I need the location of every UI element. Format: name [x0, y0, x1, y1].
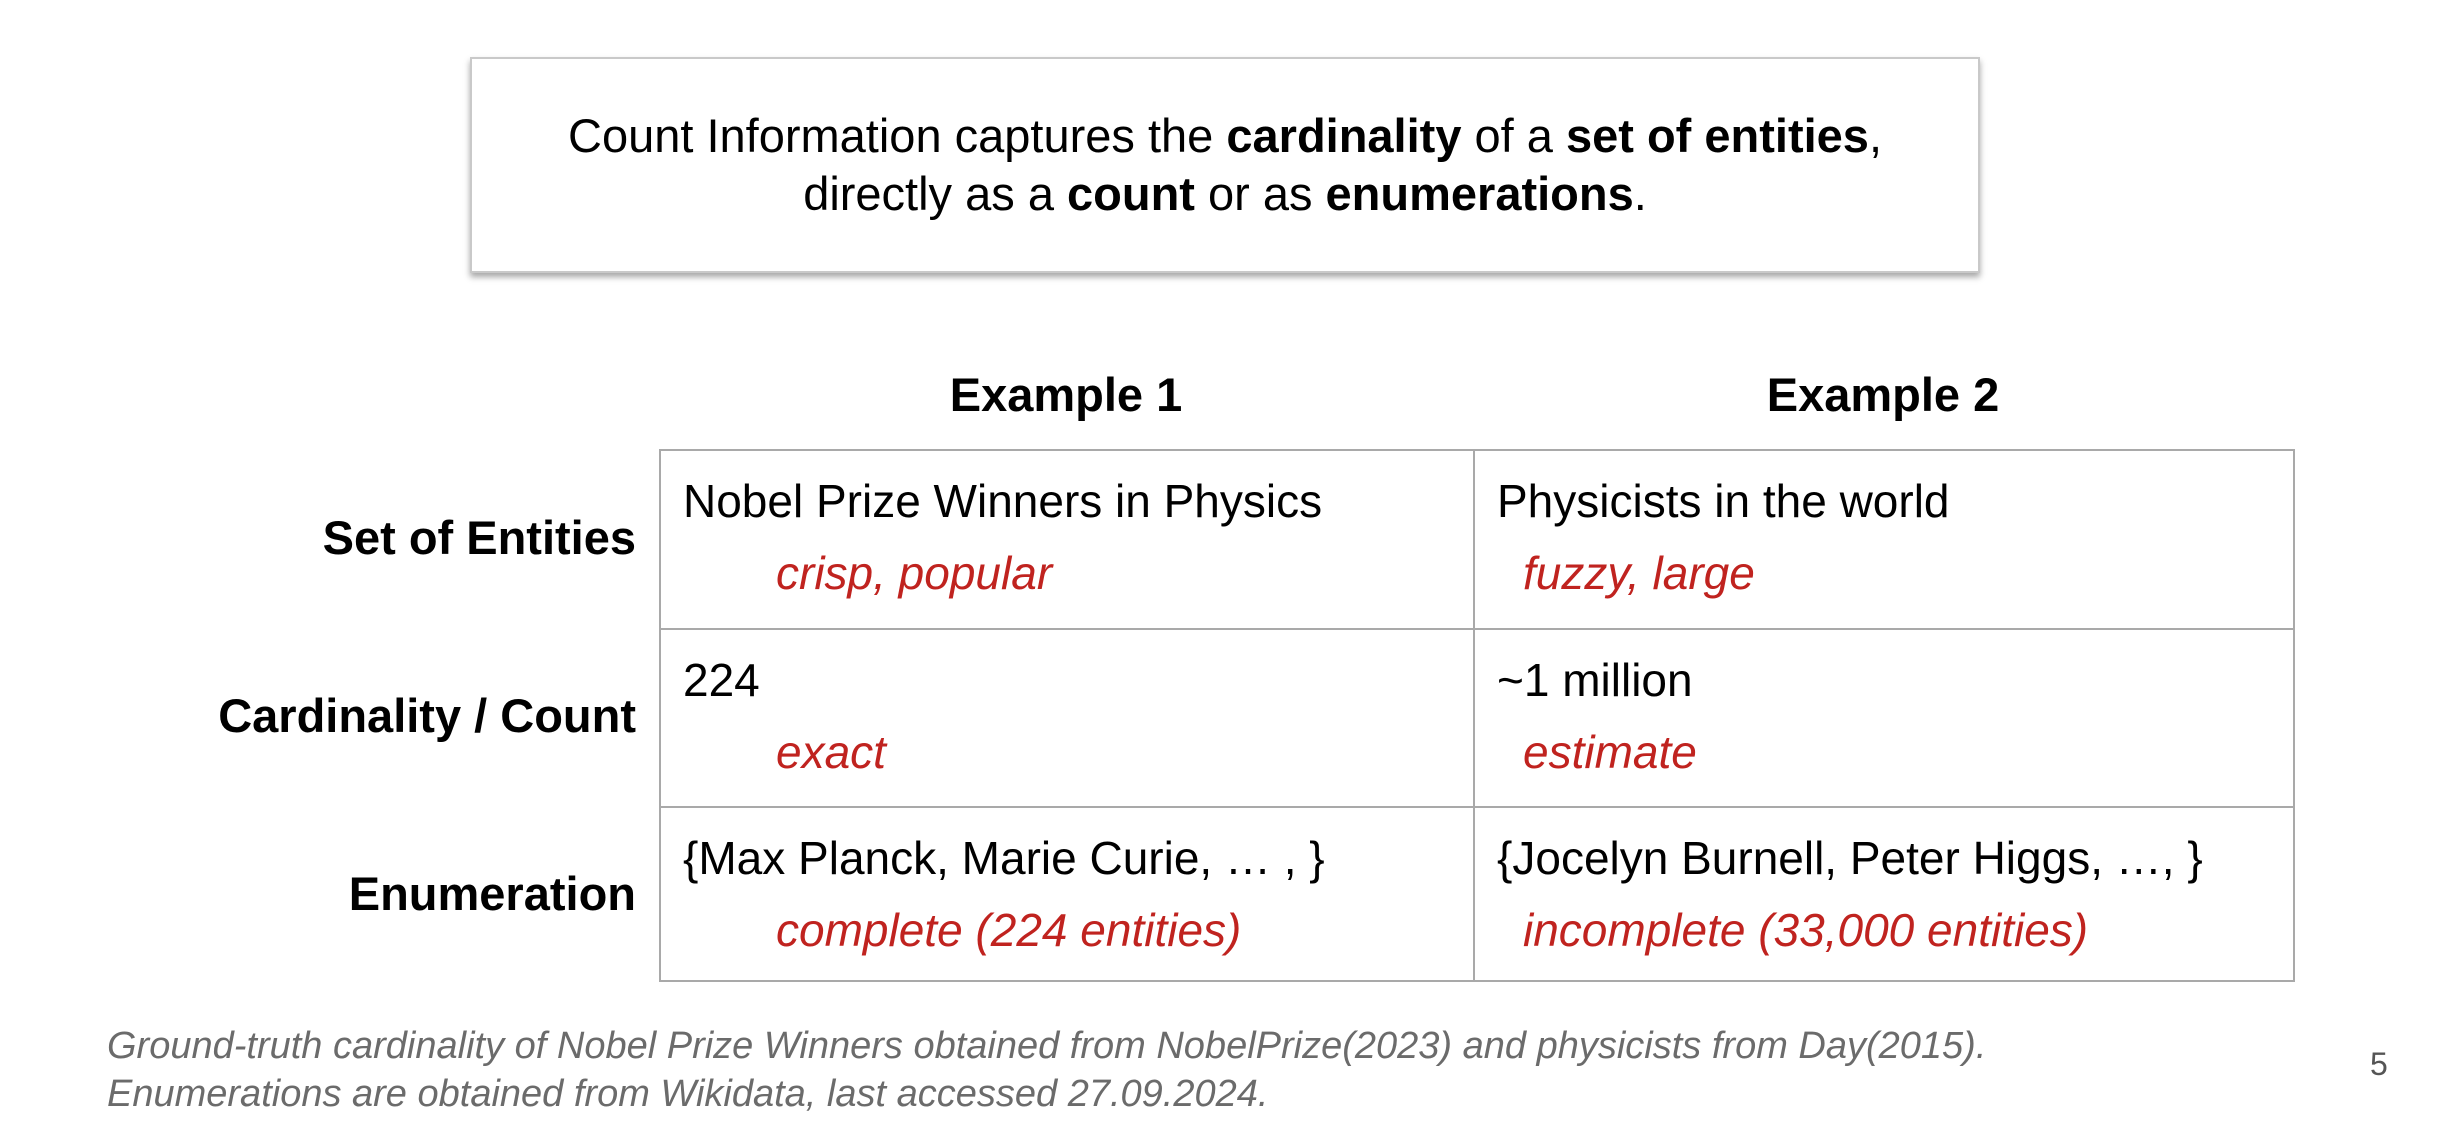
definition-term-count: count	[1067, 167, 1195, 220]
definition-line-1: Count Information captures the cardinali…	[568, 107, 1882, 165]
column-header-example-1: Example 1	[949, 368, 1183, 421]
cell-annotation: fuzzy, large	[1523, 547, 1755, 599]
table-cell: {Jocelyn Burnell, Peter Higgs, …, } inco…	[1475, 808, 2295, 982]
row-label-cardinality-count: Cardinality / Count	[218, 689, 636, 742]
definition-term-enumerations: enumerations	[1325, 167, 1634, 220]
table-divider	[1473, 451, 1475, 980]
cell-annotation: estimate	[1523, 726, 1697, 778]
definition-line-2: directly as a count or as enumerations.	[803, 165, 1647, 223]
table-divider	[661, 628, 2293, 630]
cell-value: {Max Planck, Marie Curie, … , }	[683, 832, 1325, 884]
cell-value: {Jocelyn Burnell, Peter Higgs, …, }	[1497, 832, 2203, 884]
definition-text: .	[1633, 167, 1647, 220]
page-number: 5	[2370, 1046, 2388, 1082]
definition-term-cardinality: cardinality	[1226, 109, 1462, 162]
cell-annotation: exact	[776, 726, 886, 778]
row-label-set-of-entities: Set of Entities	[322, 511, 636, 564]
cell-value: ~1 million	[1497, 654, 1693, 706]
footnote-line-2: Enumerations are obtained from Wikidata,…	[107, 1073, 1269, 1115]
cell-annotation: complete (224 entities)	[776, 904, 1242, 956]
table-cell: {Max Planck, Marie Curie, … , } complete…	[661, 808, 1473, 982]
row-label-enumeration: Enumeration	[348, 867, 636, 920]
examples-table: Nobel Prize Winners in Physics crisp, po…	[659, 449, 2295, 982]
definition-box: Count Information captures the cardinali…	[470, 57, 1980, 273]
column-header-example-2: Example 2	[1766, 368, 2000, 421]
definition-text: or as	[1194, 167, 1326, 220]
table-divider	[661, 806, 2293, 808]
table-cell: Physicists in the world fuzzy, large	[1475, 451, 2295, 628]
definition-text: Count Information captures the	[568, 109, 1227, 162]
definition-term-set-of-entities: set of entities	[1565, 109, 1869, 162]
footnote-line-1: Ground-truth cardinality of Nobel Prize …	[107, 1025, 1987, 1067]
cell-value: Physicists in the world	[1497, 475, 1950, 527]
definition-text: ,	[1868, 109, 1882, 162]
footnote: Ground-truth cardinality of Nobel Prize …	[107, 1022, 1986, 1118]
cell-value: Nobel Prize Winners in Physics	[683, 475, 1323, 527]
table-cell: 224 exact	[661, 630, 1473, 806]
cell-value: 224	[683, 654, 760, 706]
definition-text: of a	[1461, 109, 1566, 162]
table-cell: ~1 million estimate	[1475, 630, 2295, 806]
cell-annotation: crisp, popular	[776, 547, 1053, 599]
table-cell: Nobel Prize Winners in Physics crisp, po…	[661, 451, 1473, 628]
cell-annotation: incomplete (33,000 entities)	[1523, 904, 2089, 956]
definition-text: directly as a	[803, 167, 1068, 220]
